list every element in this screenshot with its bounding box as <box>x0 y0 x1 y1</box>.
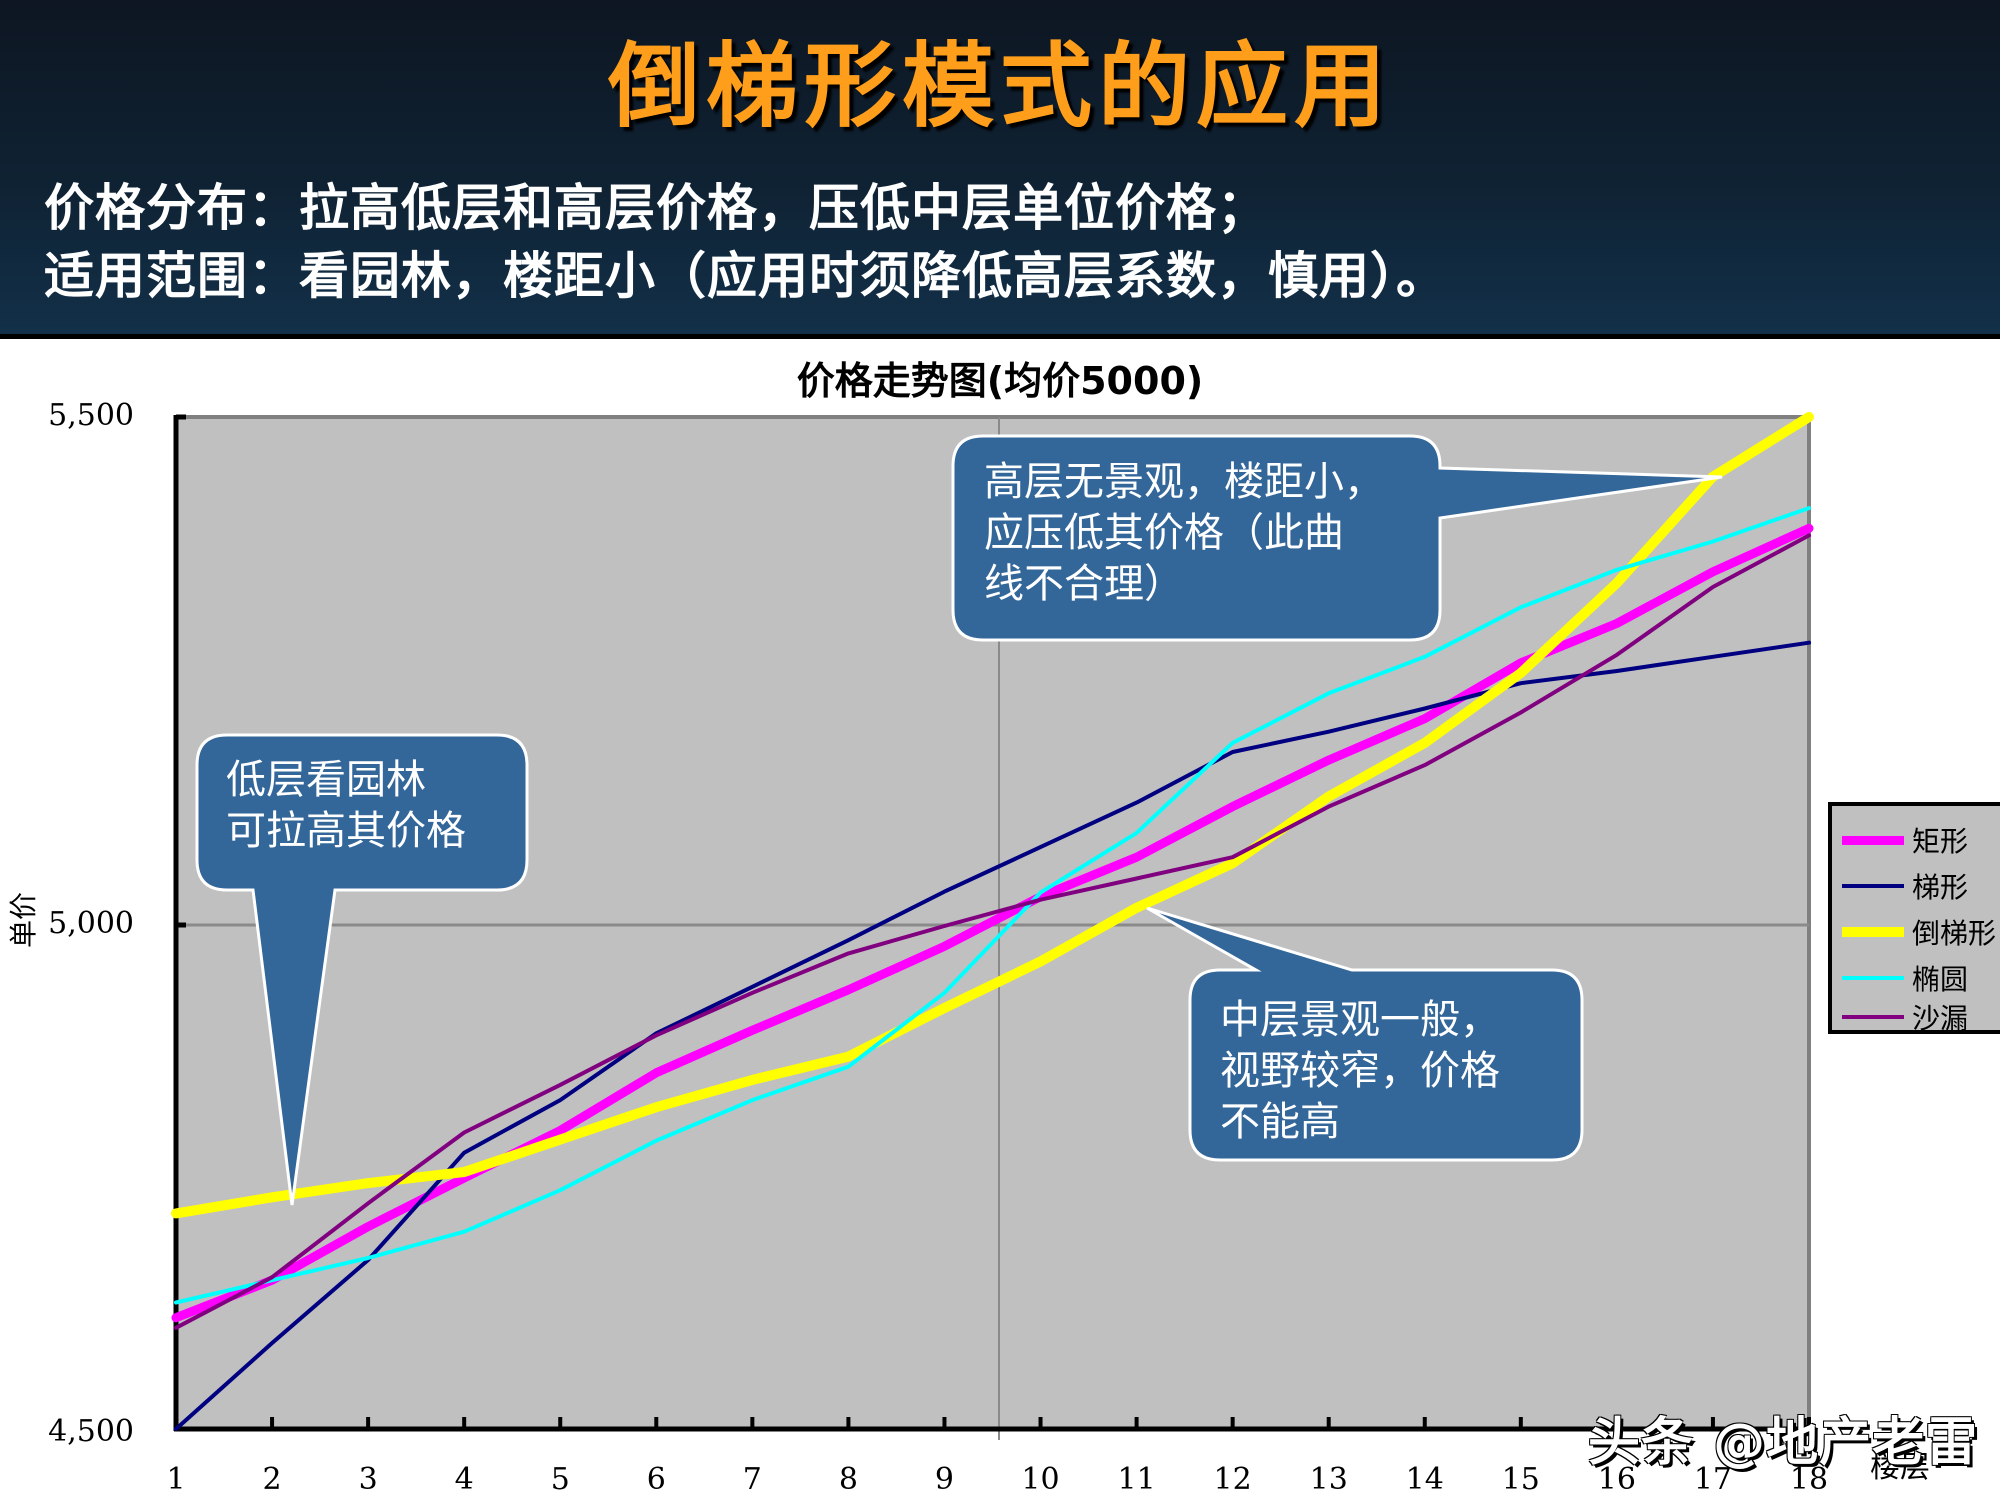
callout-line: 不能高 <box>1220 1099 1340 1145</box>
series-line <box>174 506 1811 1305</box>
callout-line: 高层无景观，楼距小， <box>984 459 1384 505</box>
x-tick-label: 2 <box>262 1462 282 1497</box>
x-axis-title: 楼层 <box>1870 1450 1930 1485</box>
x-tick-label: 8 <box>838 1462 858 1497</box>
x-tick-label: 6 <box>646 1462 666 1497</box>
y-tick-label-4500: 4,500 <box>48 1414 134 1449</box>
subtitle-applicable-scope: 适用范围：看园林，楼距小（应用时须降低高层系数，慎用）。 <box>44 247 1447 305</box>
y-axis-title: 单价 <box>7 891 41 949</box>
legend-swatch-cyan <box>1842 976 1904 980</box>
legend-label: 矩形 <box>1912 825 1969 858</box>
callout-low-floor-bubble <box>195 733 529 1206</box>
x-tick-label: 5 <box>550 1462 570 1497</box>
callout-high-floor-bubble <box>951 434 1723 642</box>
series-layer <box>171 412 1814 1431</box>
legend-item-hourglass: 沙漏 <box>1842 1002 1968 1035</box>
chart-legend: 矩形 梯形 倒梯形 椭圆 沙漏 <box>1828 802 2000 1035</box>
legend-swatch-yellow <box>1842 927 1904 937</box>
series-line <box>171 412 1814 1219</box>
callout-line: 中层景观一般， <box>1220 997 1500 1043</box>
legend-swatch-magenta <box>1842 835 1904 845</box>
watermark: 头条 @地产老雷 <box>1588 1413 1979 1473</box>
callout-line: 线不合理） <box>984 561 1184 607</box>
x-tick-label: 1 <box>166 1462 186 1497</box>
x-tick-label: 17 <box>1693 1462 1733 1497</box>
callout-line: 应压低其价格（此曲 <box>984 510 1344 556</box>
x-tick-label: 15 <box>1501 1462 1540 1497</box>
legend-label: 倒梯形 <box>1912 917 1997 950</box>
slide-header: 倒梯形模式的应用 价格分布：拉高低层和高层价格，压低中层单位价格； 适用范围：看… <box>0 0 2000 339</box>
x-tick-label: 10 <box>1021 1462 1060 1497</box>
legend-item-trapezoid: 梯形 <box>1842 864 1968 908</box>
x-tick-label: 13 <box>1309 1462 1348 1497</box>
y-tick-label-5500: 5,500 <box>48 398 134 433</box>
legend-label: 椭圆 <box>1912 963 1969 996</box>
x-tick-label: 14 <box>1405 1462 1444 1497</box>
callout-mid-floor: 中层景观一般， 视野较窄，价格 不能高 <box>1220 995 1500 1148</box>
legend-item-inverted-trapezoid: 倒梯形 <box>1842 910 1996 954</box>
x-tick-label: 3 <box>358 1462 378 1497</box>
y-tick-label-5000: 5,000 <box>48 906 134 941</box>
series-line <box>174 533 1811 1330</box>
callout-mid-floor-bubble <box>1146 906 1584 1162</box>
callout-high-floor: 高层无景观，楼距小， 应压低其价格（此曲 线不合理） <box>984 457 1384 610</box>
callout-line: 可拉高其价格 <box>226 808 466 854</box>
legend-swatch-purple <box>1842 1015 1904 1019</box>
x-tick-label: 12 <box>1213 1462 1252 1497</box>
legend-item-rectangle: 矩形 <box>1842 818 1968 862</box>
x-tick-label: 18 <box>1789 1462 1829 1497</box>
x-tick-label: 4 <box>454 1462 474 1497</box>
chart-title: 价格走势图(均价5000) <box>796 359 1204 403</box>
x-tick-label: 11 <box>1117 1462 1156 1497</box>
x-tick-label: 7 <box>742 1462 762 1497</box>
callout-low-floor: 低层看园林 可拉高其价格 <box>226 755 466 857</box>
subtitle-price-distribution: 价格分布：拉高低层和高层价格，压低中层单位价格； <box>44 179 1268 237</box>
legend-item-ellipse: 椭圆 <box>1842 956 1968 1000</box>
x-tick-label: 9 <box>934 1462 955 1497</box>
legend-swatch-navy <box>1842 884 1904 888</box>
legend-label: 梯形 <box>1912 871 1969 904</box>
slide-title: 倒梯形模式的应用 <box>607 33 1392 140</box>
callout-line: 视野较窄，价格 <box>1220 1048 1500 1094</box>
legend-label: 沙漏 <box>1912 1002 1969 1035</box>
callout-line: 低层看园林 <box>226 757 426 803</box>
x-tick-label: 16 <box>1597 1462 1636 1497</box>
